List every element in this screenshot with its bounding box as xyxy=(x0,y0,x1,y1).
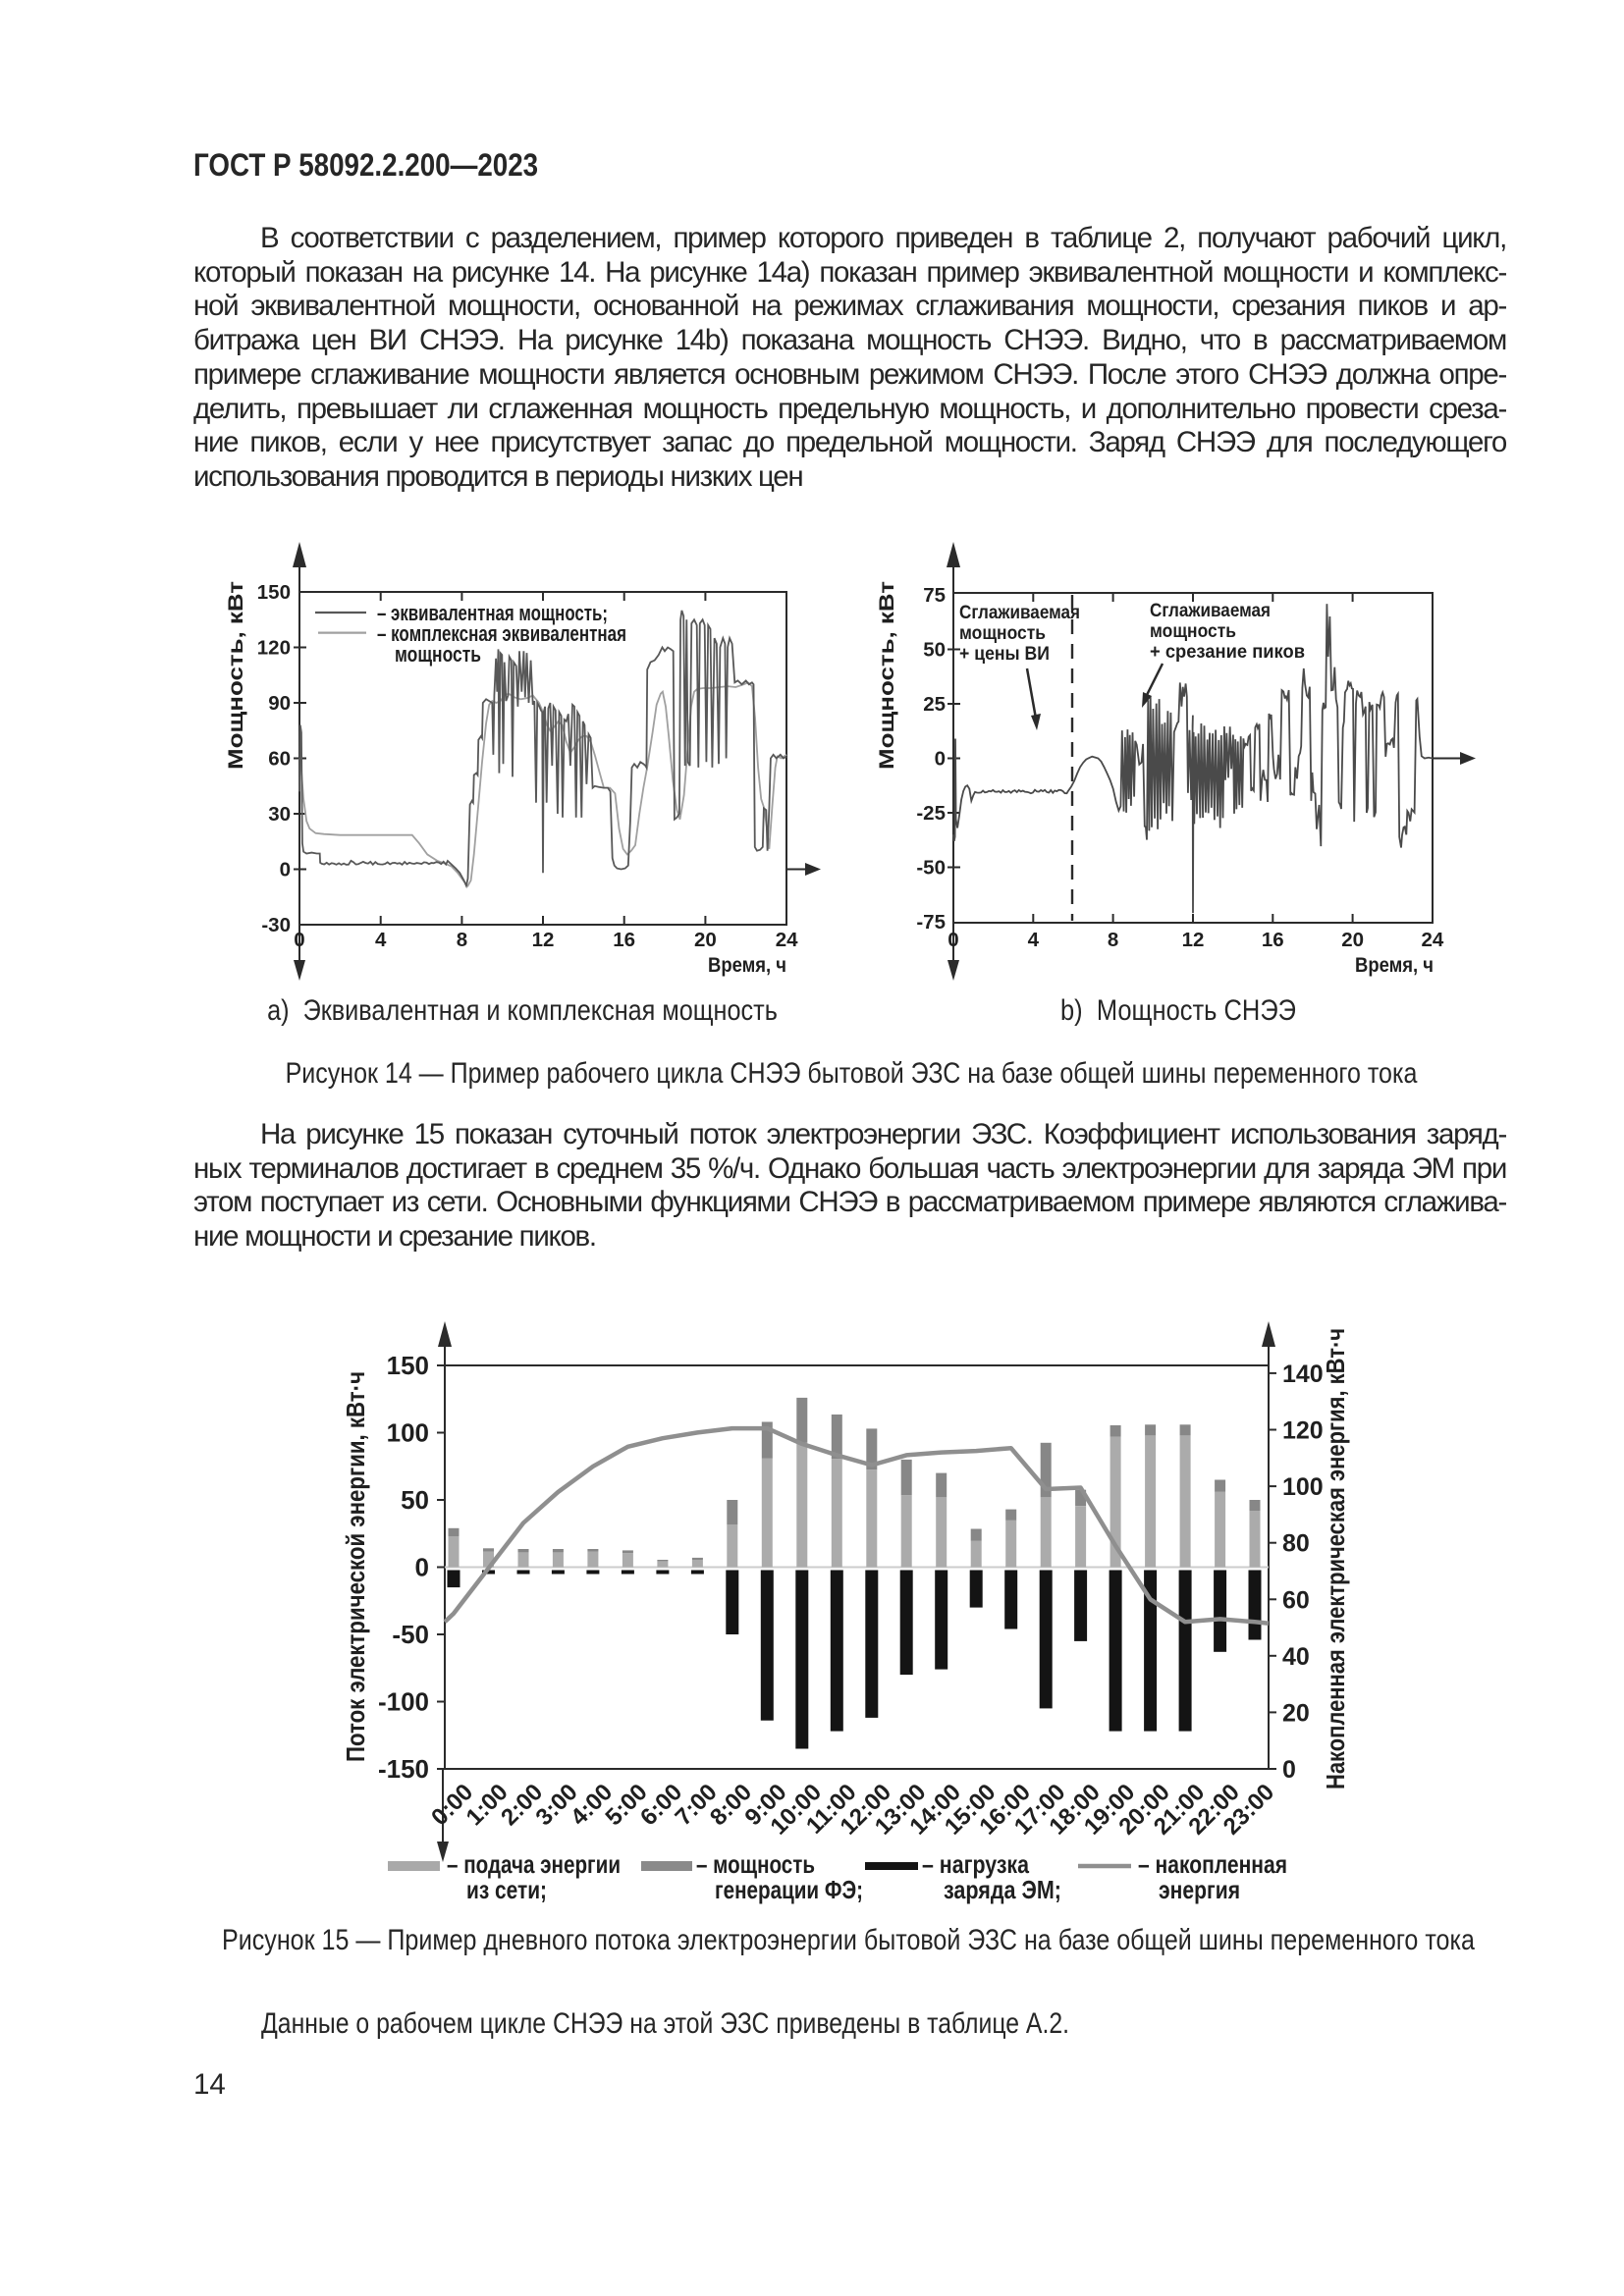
svg-text:-100: -100 xyxy=(378,1687,429,1717)
svg-text:энергия: энергия xyxy=(1159,1875,1240,1904)
svg-text:– подача энергии: – подача энергии xyxy=(447,1849,621,1879)
svg-text:8: 8 xyxy=(1108,929,1118,951)
svg-text:Время, ч: Время, ч xyxy=(708,954,786,977)
svg-text:мощность: мощность xyxy=(959,622,1046,644)
svg-text:– накопленная: – накопленная xyxy=(1138,1849,1287,1879)
svg-text:30: 30 xyxy=(268,803,291,826)
svg-text:60: 60 xyxy=(268,748,291,771)
svg-text:– эквивалентная мощность;: – эквивалентная мощность; xyxy=(377,601,608,625)
svg-text:75: 75 xyxy=(923,584,946,607)
svg-text:4: 4 xyxy=(375,929,387,951)
svg-text:-75: -75 xyxy=(916,911,946,934)
svg-text:-25: -25 xyxy=(916,802,946,825)
svg-text:Время, ч: Время, ч xyxy=(1355,954,1434,977)
svg-text:0: 0 xyxy=(415,1553,429,1582)
svg-text:Поток электрической энергии, к: Поток электрической энергии, кВт·ч xyxy=(341,1371,370,1762)
svg-text:Накопленная электрическая энер: Накопленная электрическая энергия, кВт·ч xyxy=(1321,1328,1350,1789)
svg-text:мощность: мощность xyxy=(395,642,481,667)
svg-text:12: 12 xyxy=(1182,929,1205,951)
svg-text:150: 150 xyxy=(257,581,291,604)
svg-text:заряда ЭМ;: заряда ЭМ; xyxy=(944,1875,1061,1904)
svg-text:100: 100 xyxy=(387,1418,429,1448)
svg-text:0: 0 xyxy=(1282,1756,1296,1784)
svg-text:90: 90 xyxy=(268,692,291,715)
svg-text:генерации ФЭ;: генерации ФЭ; xyxy=(715,1875,863,1904)
svg-text:из сети;: из сети; xyxy=(466,1875,547,1904)
svg-text:16: 16 xyxy=(613,929,635,951)
svg-text:4: 4 xyxy=(1028,929,1040,951)
svg-text:12: 12 xyxy=(532,929,555,951)
svg-text:100: 100 xyxy=(1282,1473,1324,1501)
svg-text:– нагрузка: – нагрузка xyxy=(922,1849,1029,1879)
svg-text:Мощность, кВт: Мощность, кВт xyxy=(225,581,247,770)
svg-text:Сглаживаемая: Сглаживаемая xyxy=(1150,600,1271,621)
svg-text:-50: -50 xyxy=(916,857,946,880)
svg-text:50: 50 xyxy=(401,1485,429,1515)
svg-text:0: 0 xyxy=(280,859,291,881)
svg-text:20: 20 xyxy=(694,929,717,951)
svg-text:– мощность: – мощность xyxy=(696,1849,815,1879)
svg-text:120: 120 xyxy=(257,637,291,660)
svg-text:20: 20 xyxy=(1341,929,1364,951)
svg-text:50: 50 xyxy=(923,639,946,662)
svg-text:24: 24 xyxy=(776,929,798,951)
svg-text:– комплексная эквивалентная: – комплексная эквивалентная xyxy=(377,621,626,646)
svg-text:16: 16 xyxy=(1262,929,1284,951)
svg-text:80: 80 xyxy=(1282,1530,1310,1558)
svg-text:60: 60 xyxy=(1282,1586,1310,1614)
svg-text:Сглаживаемая: Сглаживаемая xyxy=(959,602,1080,623)
svg-text:150: 150 xyxy=(387,1351,429,1380)
svg-text:0: 0 xyxy=(294,929,304,951)
svg-text:-150: -150 xyxy=(378,1754,429,1784)
svg-text:8: 8 xyxy=(457,929,467,951)
svg-text:мощность: мощность xyxy=(1150,620,1236,642)
svg-text:-30: -30 xyxy=(261,914,291,936)
svg-text:20: 20 xyxy=(1282,1699,1310,1727)
svg-text:0: 0 xyxy=(947,929,958,951)
svg-text:-50: -50 xyxy=(392,1620,429,1649)
svg-text:120: 120 xyxy=(1282,1417,1324,1445)
svg-text:40: 40 xyxy=(1282,1643,1310,1671)
svg-text:+ срезание пиков: + срезание пиков xyxy=(1150,641,1305,663)
svg-text:140: 140 xyxy=(1282,1361,1324,1388)
svg-text:0: 0 xyxy=(935,748,946,771)
svg-text:24: 24 xyxy=(1421,929,1443,951)
svg-text:+ цены ВИ: + цены ВИ xyxy=(959,643,1050,665)
svg-text:Мощность, кВт: Мощность, кВт xyxy=(876,581,898,770)
svg-text:25: 25 xyxy=(923,693,946,716)
